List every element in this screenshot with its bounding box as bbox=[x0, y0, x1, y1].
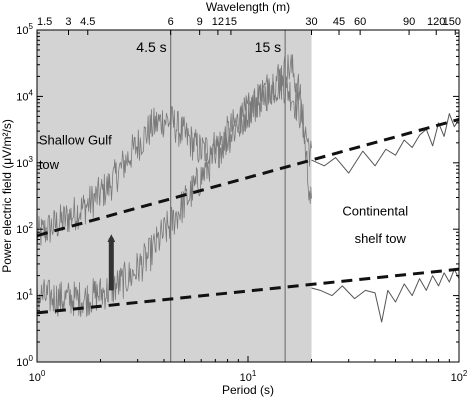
annotation-1: Shallow Gulf bbox=[39, 132, 112, 147]
top-tick-label-11: 120 bbox=[427, 16, 445, 28]
x-tick-label-1: 101 bbox=[240, 369, 257, 384]
top-tick-label-0: 1.5 bbox=[37, 16, 52, 28]
trend-line-1 bbox=[37, 117, 459, 238]
axis-ticks bbox=[36, 30, 459, 363]
y-tick-label-2: 102 bbox=[16, 221, 33, 236]
series-layer bbox=[37, 54, 459, 323]
top-tick-label-4: 9 bbox=[197, 16, 203, 28]
y-tick-label-1: 101 bbox=[16, 288, 33, 303]
period-marker-label-2: 15 s bbox=[255, 39, 281, 55]
shaded-region bbox=[37, 30, 312, 362]
period-marker-label-1: 4.5 s bbox=[136, 39, 166, 55]
top-tick-label-12: 150 bbox=[443, 16, 461, 28]
y-tick-label-5: 105 bbox=[16, 22, 33, 37]
series-line-2 bbox=[37, 54, 312, 318]
annotation-2: tow bbox=[39, 157, 60, 172]
x-tick-label-2: 102 bbox=[451, 369, 468, 384]
top-tick-label-9: 60 bbox=[354, 16, 366, 28]
vertical-lines: 4.5 s 15 s bbox=[136, 30, 286, 362]
top-tick-label-6: 15 bbox=[225, 16, 237, 28]
y-tick-label-3: 103 bbox=[16, 155, 33, 170]
y-tick-label-0: 100 bbox=[16, 354, 33, 369]
top-tick-label-2: 4.5 bbox=[80, 16, 95, 28]
top-tick-label-7: 30 bbox=[305, 16, 317, 28]
series-line-4 bbox=[311, 268, 459, 323]
top-tick-label-3: 6 bbox=[168, 16, 174, 28]
x-tick-label-0: 100 bbox=[29, 369, 46, 384]
annotations: Shallow Gulf tow Continental shelf tow bbox=[39, 132, 408, 246]
y-axis-title: Power electric field (μV/m²/s) bbox=[0, 119, 14, 273]
trend-lines bbox=[37, 117, 459, 315]
annotation-4: shelf tow bbox=[355, 231, 407, 246]
top-tick-label-1: 3 bbox=[65, 16, 71, 28]
series-line-3 bbox=[311, 113, 459, 174]
series-line-1 bbox=[37, 68, 312, 246]
y-tick-label-4: 104 bbox=[16, 88, 33, 103]
top-tick-label-8: 45 bbox=[333, 16, 345, 28]
top-tick-label-5: 12 bbox=[212, 16, 224, 28]
x-axis-title: Period (s) bbox=[222, 383, 274, 397]
annotation-3: Continental bbox=[342, 204, 408, 219]
top-tick-label-10: 90 bbox=[403, 16, 415, 28]
top-axis-title: Wavelength (m) bbox=[206, 0, 290, 14]
